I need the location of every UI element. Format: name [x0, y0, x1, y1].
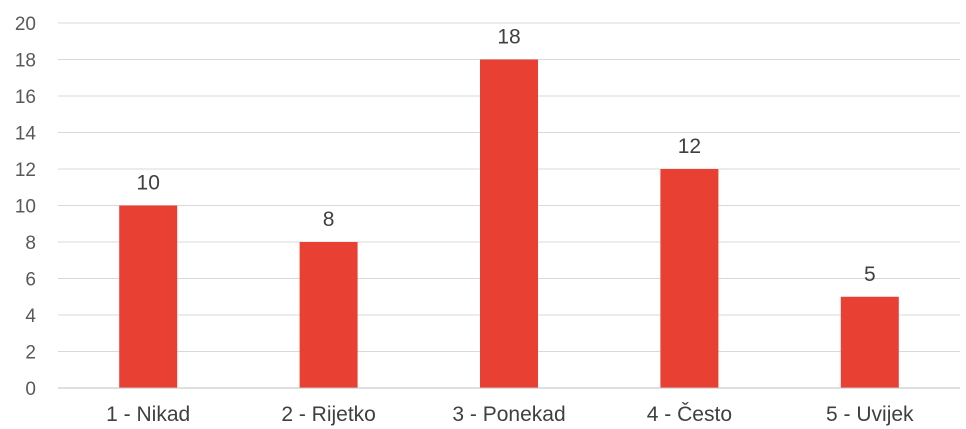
- y-tick-label: 16: [15, 87, 36, 108]
- data-label: 10: [137, 172, 160, 195]
- y-axis-tick-labels: 0 2 4 6 8 10 12 14 16 18 20: [15, 14, 37, 400]
- bar: [480, 59, 538, 388]
- y-tick-label: 18: [15, 51, 36, 72]
- category-label: 5 - Uvijek: [826, 403, 914, 426]
- y-tick-label: 8: [25, 233, 36, 254]
- category-label: 2 - Rijetko: [281, 403, 376, 426]
- data-labels: 10 8 18 12 5: [137, 26, 876, 286]
- category-label: 1 - Nikad: [106, 403, 190, 426]
- bar: [660, 169, 719, 388]
- y-tick-label: 14: [15, 124, 37, 145]
- data-label: 5: [864, 263, 876, 286]
- y-tick-label: 6: [25, 270, 36, 291]
- bar: [840, 296, 899, 388]
- y-tick-label: 10: [15, 197, 36, 218]
- category-label: 4 - Često: [647, 403, 732, 426]
- x-axis-category-labels: 1 - Nikad 2 - Rijetko 3 - Ponekad 4 - Često…: [106, 403, 914, 426]
- y-tick-label: 0: [25, 379, 36, 400]
- data-label: 8: [323, 208, 335, 231]
- y-tick-label: 12: [15, 160, 36, 181]
- bar: [299, 242, 358, 388]
- y-tick-label: 2: [25, 343, 36, 364]
- y-tick-label: 4: [25, 306, 36, 327]
- bars: [119, 59, 899, 388]
- data-label: 18: [497, 26, 520, 49]
- category-label: 3 - Ponekad: [452, 403, 565, 426]
- y-tick-label: 20: [15, 14, 36, 35]
- data-label: 12: [678, 135, 701, 158]
- bar: [119, 205, 178, 388]
